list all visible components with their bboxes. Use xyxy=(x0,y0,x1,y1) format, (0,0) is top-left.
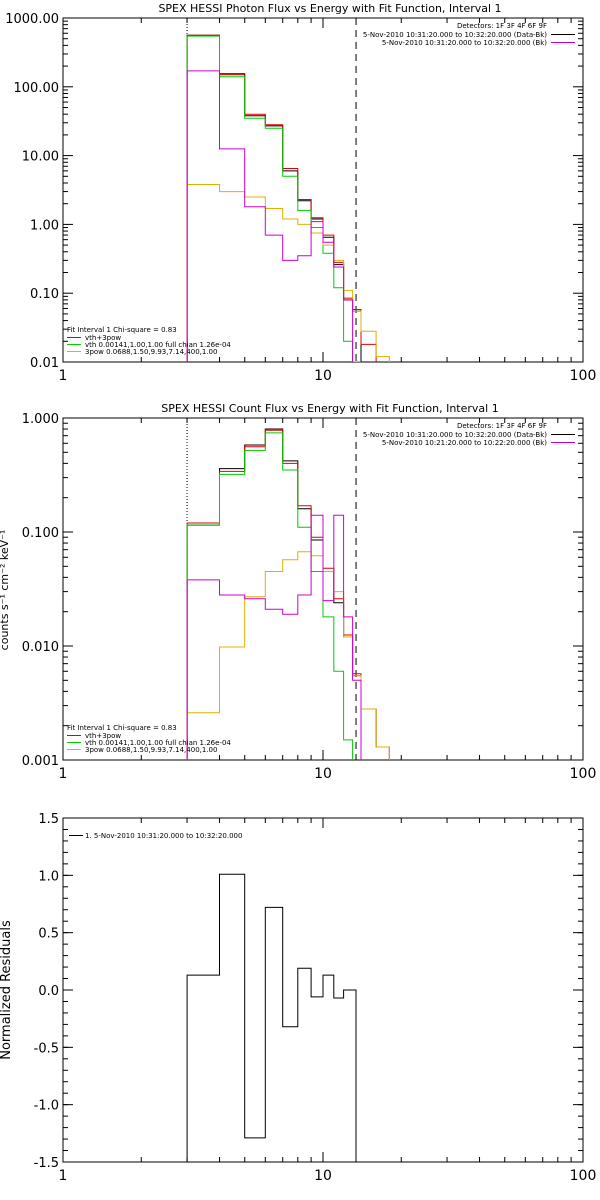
y-tick-label: 1000.00 xyxy=(5,12,59,27)
legend-detectors: Detectors: 1F 3F 4F 6F 9F xyxy=(457,22,547,30)
x-tick-label: 1 xyxy=(59,766,68,782)
y-tick-label: 0.01 xyxy=(30,356,59,371)
legend-label: vth+3pow xyxy=(85,334,121,342)
series-vth-3pow xyxy=(186,429,390,760)
series-3pow xyxy=(186,184,390,362)
plot-area: 1 10 100 -1.5 -1.0 -0.5 0.0 0.5 1.0 1.5 1. 5-Nov-2… xyxy=(34,812,597,1184)
y-tick-label: 0.001 xyxy=(22,754,59,769)
legend-label: 3pow 0.0688,1.50,9.93,7.14,400,1.00 xyxy=(85,348,217,356)
legend-fit-header: Fit Interval 1 Chi-square = 0.83 xyxy=(67,724,177,732)
y-axis-label: Normalized Residuals xyxy=(0,920,14,1060)
legend-label: vth 0.00141,1.00,1.00 full chian 1.26e-0… xyxy=(85,341,231,349)
y-tick-label: 0.010 xyxy=(22,640,59,655)
series-data xyxy=(186,873,357,1162)
legend-label: vth 0.00141,1.00,1.00 full chian 1.26e-0… xyxy=(85,739,231,747)
series-vth xyxy=(186,35,361,362)
series-3pow xyxy=(186,551,390,760)
panel-count-flux: SPEX HESSI Count Flux vs Energy with Fit… xyxy=(0,402,596,782)
legend-label: 3pow 0.0688,1.50,9.93,7.14,400,1.00 xyxy=(85,746,217,754)
series-group xyxy=(186,34,390,362)
x-tick-label: 100 xyxy=(570,766,597,782)
series-group xyxy=(186,428,390,760)
series-group xyxy=(186,873,357,1162)
legend-label: 1. 5-Nov-2010 10:31:20.000 to 10:32:20.0… xyxy=(85,832,242,840)
series-background xyxy=(186,514,362,760)
y-tick-label: 10.00 xyxy=(22,150,59,165)
y-tick-label: -1.0 xyxy=(34,1099,59,1114)
y-tick-label: -1.5 xyxy=(34,1156,59,1171)
plot-area: 1 10 100 0.01 0.10 1.00 10.00 100.00 1000.00 Dete… xyxy=(5,12,596,384)
legend-label: vth+3pow xyxy=(85,732,121,740)
panel-photon-flux: SPEX HESSI Photon Flux vs Energy with Fi… xyxy=(5,2,596,384)
x-tick-label: 10 xyxy=(314,1168,332,1184)
series-background xyxy=(186,70,354,362)
y-tick-label: -0.5 xyxy=(34,1041,59,1056)
y-tick-label: 0.5 xyxy=(38,927,59,942)
y-tick-label: 1.000 xyxy=(22,412,59,427)
y-tick-label: 1.0 xyxy=(38,869,59,884)
legend-fit-header: Fit Interval 1 Chi-square = 0.83 xyxy=(67,326,177,334)
y-tick-label: 1.5 xyxy=(38,812,59,827)
legend-detectors: Detectors: 1F 3F 4F 6F 9F xyxy=(457,422,547,430)
y-tick-label: 0.100 xyxy=(22,526,59,541)
series-data xyxy=(186,34,362,362)
series-vth xyxy=(186,432,354,760)
plot-area: 1 10 100 0.001 0.010 0.100 1.000 Detectors: 1F … xyxy=(22,412,597,782)
legend-label: 5-Nov-2010 10:21:20.000 to 10:22:20.000 … xyxy=(382,439,547,447)
y-axis-label: counts s⁻¹ cm⁻² keV⁻¹ xyxy=(0,530,11,651)
y-tick-label: 0.0 xyxy=(38,984,59,999)
x-tick-label: 10 xyxy=(314,368,332,384)
x-tick-label: 1 xyxy=(59,368,68,384)
legend-label: 5-Nov-2010 10:31:20.000 to 10:32:20.000 … xyxy=(382,39,547,47)
chart-title: SPEX HESSI Count Flux vs Energy with Fit… xyxy=(161,402,498,415)
y-tick-label: 100.00 xyxy=(14,81,60,96)
x-tick-label: 100 xyxy=(570,1168,597,1184)
y-tick-label: 0.10 xyxy=(30,287,59,302)
legend-label: 5-Nov-2010 10:31:20.000 to 10:32:20.000 … xyxy=(363,31,547,39)
x-tick-label: 1 xyxy=(59,1168,68,1184)
x-tick-label: 100 xyxy=(570,368,597,384)
chart-title: SPEX HESSI Photon Flux vs Energy with Fi… xyxy=(158,2,501,15)
series-vth-3pow xyxy=(186,34,377,362)
panel-residuals: Normalized Residuals 1 10 100 -1.5 -1.0 -0.5 0… xyxy=(0,812,596,1184)
legend-label: 5-Nov-2010 10:31:20.000 to 10:32:20.000 … xyxy=(363,431,547,439)
series-data xyxy=(186,428,390,760)
x-tick-label: 10 xyxy=(314,766,332,782)
y-tick-label: 1.00 xyxy=(30,218,59,233)
axes-frame xyxy=(62,17,584,363)
